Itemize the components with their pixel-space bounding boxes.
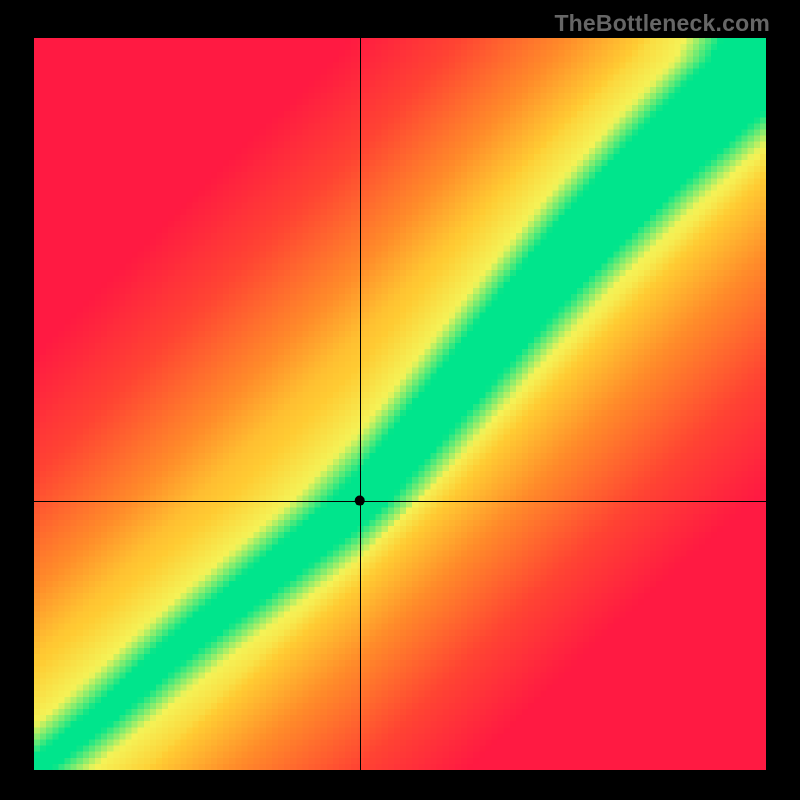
frame-border-left (0, 0, 34, 800)
frame-border-bottom (0, 770, 800, 800)
frame-border-right (766, 0, 800, 800)
watermark-source: TheBottleneck.com (554, 10, 770, 37)
crosshair-overlay (34, 38, 766, 770)
